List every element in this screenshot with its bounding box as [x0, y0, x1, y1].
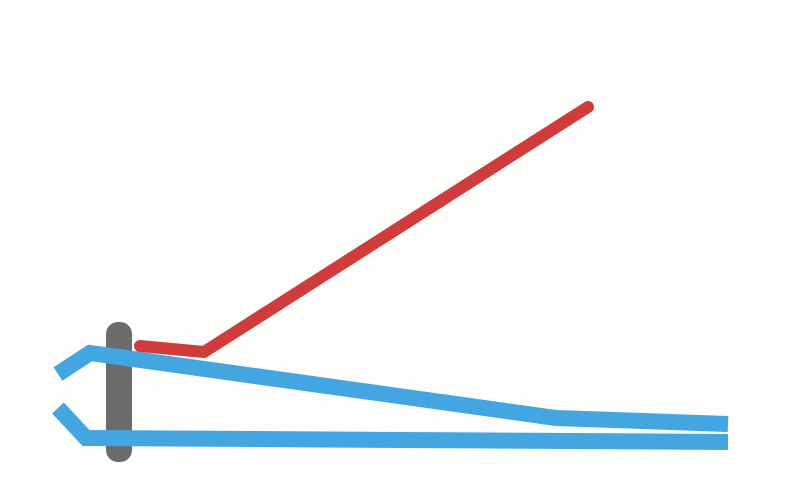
- upper-jaw: [53, 344, 729, 432]
- lever: [134, 101, 594, 358]
- lower-jaw: [52, 402, 729, 450]
